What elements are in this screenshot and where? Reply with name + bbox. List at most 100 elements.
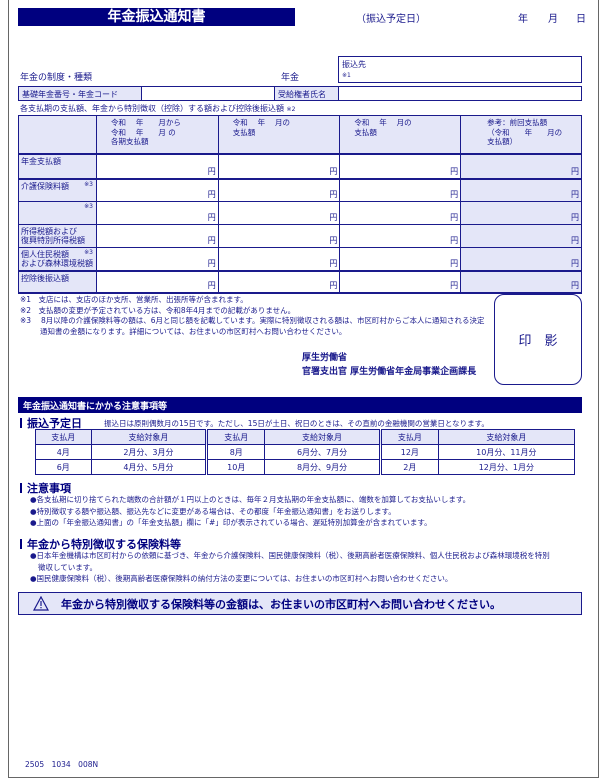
amount-cell: 円 <box>339 247 462 272</box>
yen-unit: 円 <box>571 190 579 199</box>
amount-cell: 円 <box>95 247 219 272</box>
yen-unit: 円 <box>571 281 579 290</box>
target-months: 8月分、9月分 <box>264 459 381 475</box>
row-label: ※3 <box>18 201 97 225</box>
table-row: 所得税額および 復興特別所得税額円 円 円 円 <box>18 224 582 248</box>
amount-cell: 円 <box>339 270 462 294</box>
row-label-text: 所得税額および 復興特別所得税額 <box>21 227 85 245</box>
transfer-to-note: ※1 <box>342 72 351 79</box>
notes: ※1 支店には、支店のほか支所、営業所、出張所等が含まれます。 ※2 支払額の変… <box>20 295 490 337</box>
header-period: 令和 年 月から 令和 年 月 の 各期支払額 <box>95 115 219 154</box>
amount-cell: 円 <box>460 224 582 248</box>
amount-cell: 円 <box>95 152 219 180</box>
yen-unit: 円 <box>571 166 579 176</box>
row-label: 所得税額および 復興特別所得税額 <box>18 224 97 248</box>
col-target: 支給対象月 <box>90 429 208 445</box>
footer-code: 2505 1034 008N <box>25 760 99 769</box>
pay-month: 12月 <box>378 444 439 460</box>
warning-box: 年金から特別徴収する保険料等の金額は、お住まいの市区町村へお問い合わせください。 <box>18 592 582 615</box>
seal-box: 印 影 <box>494 294 582 385</box>
schedule-table: 支払月 支給対象月 支払月 支給対象月 支払月 支給対象月 4月 2月分、3月分 8月 6月… <box>35 429 576 475</box>
yen-unit: 円 <box>329 166 338 176</box>
amount-cell: 円 <box>217 224 341 248</box>
recipient-field <box>338 86 582 101</box>
row-label: 控除後振込額 <box>18 270 97 294</box>
yen-unit: 円 <box>450 190 459 199</box>
date-label: （振込予定日） <box>356 14 426 25</box>
yen-unit: 円 <box>450 259 459 268</box>
basic-number-label: 基礎年金番号・年金コード <box>18 86 142 101</box>
cautions-heading: 注意事項 <box>20 480 71 496</box>
warning-triangle-icon <box>33 596 49 611</box>
amount-cell: 円 <box>339 224 462 248</box>
cautions-list: ●各支払期に切り捨てられた端数の合計額が１円以上のときは、毎年２月支払期の年金支… <box>30 494 580 529</box>
yen-unit: 円 <box>207 259 216 268</box>
header-blank <box>18 115 97 154</box>
amount-cell: 円 <box>460 201 582 225</box>
caution-item: ●特別徴収する額や振込額、振込先などに変更がある場合は、その都度「年金振込通知書… <box>30 506 396 516</box>
amount-cell: 円 <box>95 270 219 294</box>
row-label: 年金支払額 <box>18 152 97 180</box>
amount-cell: 円 <box>460 178 582 202</box>
special-item: ●国民健康保険料（税）、後期高齢者医療保険料の納付方法の変更については、お住まい… <box>30 574 453 583</box>
schedule-desc: 振込日は原則偶数月の15日です。ただし、15日が土日、祝日のときは、その直前の金… <box>104 419 489 428</box>
yen-unit: 円 <box>571 259 579 268</box>
recipient-label: 受給権者氏名 <box>274 86 339 101</box>
yen-unit: 円 <box>571 236 579 245</box>
system-type-label: 年金の制度・種類 <box>20 73 93 83</box>
pay-month: 4月 <box>35 444 92 460</box>
amount-cell: 円 <box>95 178 219 202</box>
year-label: 年 <box>518 14 528 25</box>
row-label-text: 年金支払額 <box>21 156 61 166</box>
caption-note: ※2 <box>286 106 296 113</box>
basic-number-field <box>141 86 275 101</box>
col-target: 支給対象月 <box>264 429 381 445</box>
yen-unit: 円 <box>450 213 459 222</box>
yen-unit: 円 <box>329 213 338 222</box>
payment-table: 令和 年 月から 令和 年 月 の 各期支払額 令和 年 月の 支払額 令和 年… <box>18 115 582 294</box>
col-month: 支払月 <box>205 429 266 445</box>
yen-unit: 円 <box>207 236 216 245</box>
target-months: 12月分、1月分 <box>437 459 576 475</box>
yen-unit: 円 <box>207 213 216 222</box>
row-note: ※3 <box>84 249 93 256</box>
amount-cell: 円 <box>339 152 462 180</box>
header-payment-1: 令和 年 月の 支払額 <box>217 115 341 154</box>
amount-cell: 円 <box>339 178 462 202</box>
pay-month: 8月 <box>205 444 266 460</box>
yen-unit: 円 <box>329 281 338 290</box>
yen-unit: 円 <box>450 166 459 176</box>
target-months: 6月分、7月分 <box>264 444 381 460</box>
special-item: ●日本年金機構は市区町村からの依頼に基づき、年金から介護保険料、国民健康保険料（… <box>30 551 550 572</box>
col-target: 支給対象月 <box>437 429 576 445</box>
issuer-officer: 官署支出官 厚生労働省年金局事業企画課長 <box>302 367 477 377</box>
table-row: 年金支払額円 円 円 円 <box>18 152 582 180</box>
amount-cell: 円 <box>217 152 341 180</box>
special-heading: 年金から特別徴収する保険料等 <box>20 536 181 552</box>
yen-unit: 円 <box>207 166 216 176</box>
section-title: 年金振込通知書にかかる注意事項等 <box>18 397 582 413</box>
table-row: 介護保険料額 ※3 円 円 円 円 <box>18 178 582 202</box>
transfer-to-label: 振込先 <box>342 60 366 69</box>
amount-cell: 円 <box>217 247 341 272</box>
document-border <box>8 0 599 778</box>
pay-month: 10月 <box>205 459 266 475</box>
row-label-text: 介護保険料額 <box>21 181 69 191</box>
caution-item: ●上面の「年金振込通知書」の「年金支払額」欄に「#」印が表示されている場合、遅延… <box>30 518 432 527</box>
note-2: ※2 支払額の変更が予定されている方は、令和8年4月までの記載がありません。 <box>20 305 296 315</box>
yen-unit: 円 <box>207 190 216 199</box>
header-payment-2: 令和 年 月の 支払額 <box>339 115 462 154</box>
caption-text: 各支払期の支払額、年金から特別徴収（控除）する額および控除後振込額 <box>20 104 284 113</box>
table-row: 控除後振込額円 円 円 円 <box>18 270 582 294</box>
header-previous: 参考：前回支払額 （令和 年 月の 支払額） <box>460 115 582 154</box>
amount-cell: 円 <box>339 201 462 225</box>
yen-unit: 円 <box>450 236 459 245</box>
amount-cell: 円 <box>460 270 582 294</box>
pension-label: 年金 <box>281 73 300 83</box>
amount-cell: 円 <box>217 178 341 202</box>
month-label: 月 <box>548 14 558 25</box>
amount-cell: 円 <box>95 224 219 248</box>
amount-cell: 円 <box>460 152 582 180</box>
schedule-row: 6月 4月分、5月分 10月 8月分、9月分 2月 12月分、1月分 <box>35 459 576 475</box>
yen-unit: 円 <box>329 190 338 199</box>
